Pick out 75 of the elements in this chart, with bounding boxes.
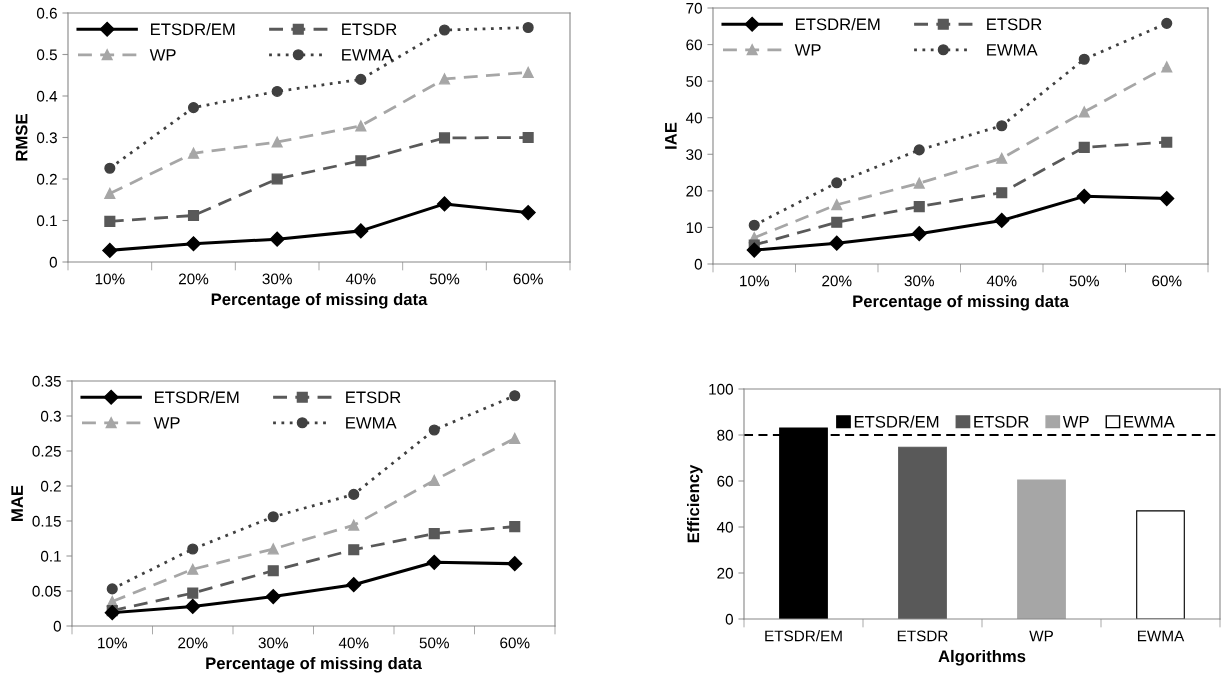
y-tick-label: 0.35 bbox=[32, 375, 61, 387]
x-tick-label: WP bbox=[1029, 630, 1053, 642]
y-axis-title: IAE bbox=[665, 122, 677, 149]
y-tick-label: 0.6 bbox=[36, 7, 57, 19]
x-tick-label: 60% bbox=[1152, 275, 1182, 287]
legend-label: WP bbox=[149, 49, 176, 61]
y-tick-label: 0.2 bbox=[40, 480, 61, 492]
legend-label: WP bbox=[153, 417, 180, 429]
x-tick-label: 20% bbox=[178, 273, 209, 285]
y-tick-label: 40 bbox=[716, 521, 733, 533]
y-tick-label: 80 bbox=[717, 429, 733, 441]
legend-label: EWMA bbox=[346, 417, 397, 429]
legend-label: ETSDR/EM bbox=[854, 415, 939, 428]
legend-label: ETSDR bbox=[987, 18, 1042, 31]
y-tick-label: 30 bbox=[686, 149, 702, 160]
y-tick-label: 10 bbox=[686, 222, 702, 234]
x-tick-label: 10% bbox=[98, 637, 127, 649]
y-tick-label: 0 bbox=[53, 620, 61, 632]
y-tick-label: 0.3 bbox=[40, 410, 61, 422]
x-axis-title: Algorithms bbox=[938, 649, 1026, 666]
y-axis-title: Efficiency bbox=[687, 464, 703, 543]
x-tick-label: ETSDR/EM bbox=[765, 630, 842, 642]
legend-label: ETSDR bbox=[974, 415, 1029, 428]
y-tick-label: 0.4 bbox=[36, 90, 58, 102]
y-tick-label: 0.1 bbox=[40, 550, 61, 562]
x-tick-label: 30% bbox=[904, 275, 934, 287]
x-tick-label: 60% bbox=[513, 273, 543, 285]
legend-label: ETSDR bbox=[342, 23, 397, 36]
y-tick-label: 50 bbox=[686, 76, 702, 87]
y-tick-label: 40 bbox=[685, 112, 702, 124]
y-tick-label: 60 bbox=[717, 475, 733, 487]
x-tick-label: 30% bbox=[258, 637, 288, 649]
y-tick-label: 0.3 bbox=[36, 132, 57, 144]
y-tick-label: 20 bbox=[686, 185, 702, 197]
x-tick-label: 10% bbox=[740, 275, 769, 287]
x-tick-label: 40% bbox=[338, 637, 369, 649]
y-tick-label: 70 bbox=[686, 2, 702, 14]
x-tick-label: 50% bbox=[419, 637, 449, 649]
x-tick-label: 40% bbox=[345, 273, 376, 285]
y-tick-label: 0 bbox=[725, 613, 733, 625]
legend-label: ETSDR bbox=[346, 391, 401, 404]
legend-label: ETSDR/EM bbox=[155, 391, 239, 404]
x-tick-label: EWMA bbox=[1137, 630, 1185, 642]
legend-label: WP bbox=[1062, 416, 1089, 428]
y-tick-label: 20 bbox=[717, 567, 733, 579]
y-tick-label: 60 bbox=[686, 39, 702, 51]
x-axis-title: Percentage of missing data bbox=[206, 656, 422, 673]
legend-label: ETSDR/EM bbox=[151, 23, 235, 36]
x-tick-label: 30% bbox=[262, 273, 292, 285]
y-tick-label: 0.15 bbox=[32, 515, 61, 527]
y-tick-label: 0.05 bbox=[32, 585, 61, 597]
y-tick-label: 100 bbox=[709, 383, 733, 395]
x-tick-label: 10% bbox=[95, 273, 125, 285]
legend-label: EWMA bbox=[1124, 416, 1175, 428]
y-axis-title: RMSE bbox=[15, 114, 28, 161]
x-tick-label: 50% bbox=[429, 273, 460, 285]
x-tick-label: 50% bbox=[1069, 275, 1099, 287]
y-axis-title: MAE bbox=[11, 485, 23, 521]
y-tick-label: 0 bbox=[694, 258, 702, 270]
y-tick-label: 0.25 bbox=[32, 445, 61, 457]
x-tick-label: 20% bbox=[178, 637, 208, 649]
y-tick-label: 0.1 bbox=[36, 215, 57, 227]
legend-label: EWMA bbox=[342, 49, 393, 61]
y-tick-label: 0.5 bbox=[36, 49, 57, 61]
x-axis-title: Percentage of missing data bbox=[211, 292, 428, 309]
legend-label: ETSDR/EM bbox=[796, 18, 880, 31]
x-axis-title: Percentage of missing data bbox=[853, 294, 1069, 311]
y-tick-label: 0 bbox=[49, 256, 57, 268]
x-tick-label: 40% bbox=[986, 275, 1017, 287]
y-tick-label: 0.2 bbox=[36, 173, 57, 185]
x-tick-label: 60% bbox=[500, 637, 530, 649]
x-tick-label: 20% bbox=[822, 275, 852, 287]
legend-label: EWMA bbox=[987, 44, 1038, 56]
legend-label: WP bbox=[794, 44, 821, 56]
x-tick-label: ETSDR bbox=[897, 630, 948, 642]
